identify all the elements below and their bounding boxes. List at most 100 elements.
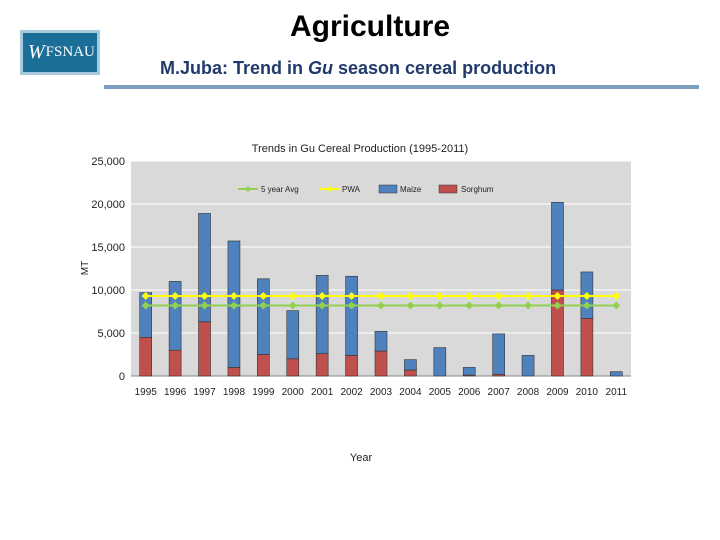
bar-sorghum [168, 349, 182, 377]
point-pwa [288, 292, 297, 301]
x-tick-label: 2005 [429, 387, 452, 398]
fsnau-logo: W FSNAU [20, 30, 100, 75]
bar-sorghum [139, 336, 153, 377]
bar-maize [257, 278, 270, 355]
legend-label: Sorghum [461, 185, 494, 194]
legend-label: 5 year Avg [261, 185, 299, 194]
x-tick-label: 2009 [546, 387, 569, 398]
y-tick-label: 5,000 [97, 328, 125, 340]
point-avg [553, 301, 562, 310]
bar-maize [551, 201, 564, 291]
bar-sorghum [227, 367, 241, 377]
x-axis-label: Year [350, 452, 373, 464]
point-avg [494, 301, 503, 310]
point-avg [582, 301, 591, 310]
point-avg [406, 301, 415, 310]
bar-maize [492, 333, 505, 375]
legend-marker [327, 186, 333, 192]
bar-maize [315, 275, 329, 354]
x-tick-label: 1996 [164, 387, 187, 398]
point-pwa [582, 292, 591, 301]
point-pwa [406, 292, 415, 301]
point-avg [612, 301, 621, 310]
subtitle-prefix: M.Juba: Trend in [160, 58, 309, 78]
x-tick-label: 2011 [606, 387, 628, 398]
point-pwa [229, 292, 238, 301]
point-pwa [524, 292, 533, 301]
point-pwa [553, 292, 562, 301]
point-avg [288, 301, 297, 310]
x-tick-label: 2007 [488, 387, 511, 398]
point-pwa [318, 292, 327, 301]
point-pwa [171, 292, 180, 301]
bar-maize [198, 213, 211, 323]
x-tick-label: 1997 [193, 387, 216, 398]
y-tick-label: 10,000 [91, 285, 125, 297]
bar-maize [345, 275, 358, 356]
bar-sorghum [286, 358, 300, 377]
y-tick-label: 20,000 [91, 199, 125, 211]
chart-title: Trends in Gu Cereal Production (1995-201… [252, 143, 468, 155]
point-pwa [259, 292, 268, 301]
y-tick-label: 25,000 [91, 156, 125, 168]
point-pwa [347, 292, 356, 301]
point-avg [229, 301, 238, 310]
slide-subtitle: M.Juba: Trend in Gu season cereal produc… [160, 58, 556, 79]
subtitle-season: Gu [308, 58, 334, 78]
x-tick-label: 2004 [399, 387, 422, 398]
point-pwa [377, 292, 385, 301]
y-tick-label: 0 [119, 371, 125, 383]
point-pwa [494, 292, 503, 301]
bar-maize [433, 347, 447, 377]
bar-maize [404, 359, 417, 371]
header-divider [104, 85, 699, 89]
x-tick-label: 1998 [223, 387, 246, 398]
point-avg [200, 301, 209, 310]
x-tick-label: 2003 [370, 387, 393, 398]
bar-sorghum [345, 355, 358, 377]
subtitle-suffix: season cereal production [333, 58, 557, 78]
bar-sorghum [198, 321, 211, 377]
x-tick-label: 2002 [340, 387, 363, 398]
bar-maize [521, 355, 535, 377]
point-avg [524, 301, 533, 310]
x-tick-label: 1995 [135, 387, 158, 398]
bar-sorghum [580, 318, 594, 377]
bar-maize [168, 281, 182, 351]
page-title: Agriculture [289, 10, 451, 43]
bar-maize [609, 371, 623, 377]
logo-text: FSNAU [45, 44, 95, 60]
point-pwa [612, 292, 621, 301]
point-avg [347, 301, 356, 310]
bar-maize [462, 367, 476, 376]
legend-marker [245, 186, 251, 192]
point-avg [377, 301, 385, 310]
bar-sorghum [374, 350, 388, 377]
point-avg [171, 301, 180, 310]
point-avg [259, 301, 268, 310]
bar-maize [374, 330, 388, 352]
logo-emblem-icon: W [28, 41, 45, 63]
x-tick-label: 2008 [517, 387, 540, 398]
point-pwa [435, 292, 444, 301]
x-tick-label: 2000 [282, 387, 305, 398]
bar-sorghum [257, 354, 270, 377]
point-avg [435, 301, 444, 310]
bar-sorghum [315, 353, 329, 377]
x-tick-label: 2001 [311, 387, 334, 398]
legend-swatch [378, 184, 398, 194]
legend-swatch [438, 184, 458, 194]
y-axis-label: MT [80, 261, 91, 275]
x-tick-label: 2010 [576, 387, 599, 398]
point-avg [141, 301, 150, 310]
point-avg [318, 301, 327, 310]
x-tick-label: 1999 [252, 387, 275, 398]
point-avg [465, 301, 474, 310]
point-pwa [465, 292, 474, 301]
point-pwa [141, 292, 150, 301]
legend-label: Maize [400, 185, 422, 194]
bar-sorghum [404, 369, 417, 377]
point-pwa [200, 292, 209, 301]
x-tick-label: 2006 [458, 387, 481, 398]
